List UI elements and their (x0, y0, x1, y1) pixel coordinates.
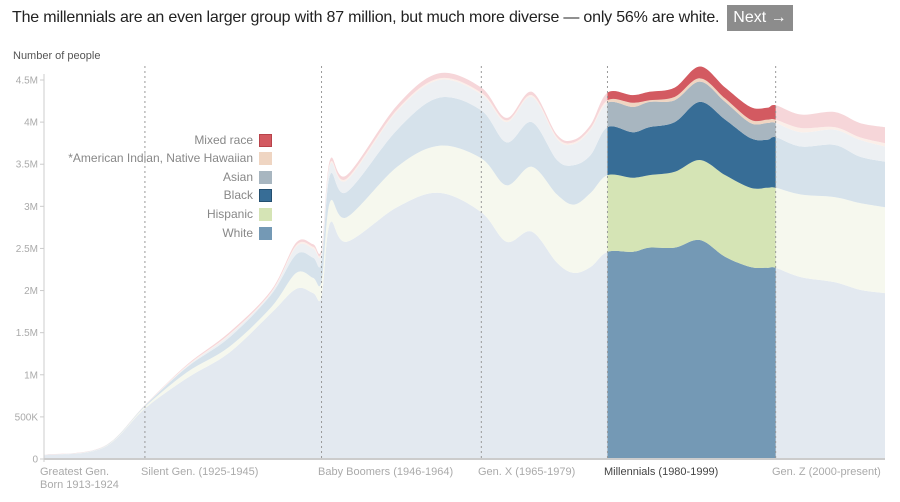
y-tick-label: 4M (24, 118, 38, 129)
area-hispanic (607, 160, 776, 269)
x-label-greatest-line2: Born 1913-1924 (40, 479, 119, 491)
y-tick-label: 2M (24, 286, 38, 297)
legend-swatch (259, 188, 272, 202)
y-tick-label: 500K (15, 412, 39, 423)
x-label-greatest: Greatest Gen. Born 1913-1924 (40, 466, 119, 492)
area-mixed-race (607, 66, 776, 122)
legend-label: White (222, 226, 253, 240)
x-label-silent: Silent Gen. (1925-1945) (141, 466, 259, 478)
legend-label: Hispanic (206, 207, 253, 221)
legend-item-mixed: Mixed race (194, 133, 272, 147)
legend-label: *American Indian, Native Hawaiian (68, 151, 253, 165)
legend-item-asian: Asian (223, 170, 272, 184)
y-tick-label: 0 (32, 455, 38, 466)
y-tick-label: 1M (24, 370, 38, 381)
area-black (607, 101, 776, 189)
legend-swatch (259, 170, 272, 184)
legend-item-hispanic: Hispanic (207, 207, 272, 221)
legend-swatch (259, 151, 272, 165)
legend-label: Mixed race (194, 133, 253, 147)
legend-item-white: White (222, 226, 272, 240)
area-asian (607, 81, 776, 141)
legend-label: Black (223, 188, 253, 202)
highlighted-layers (607, 66, 776, 459)
x-label-boomers: Baby Boomers (1946-1964) (318, 466, 454, 478)
x-label-genx: Gen. X (1965-1979) (478, 466, 576, 478)
y-tick-label: 3.5M (16, 160, 38, 171)
legend-item-aian: *American Indian, Native Hawaiian (68, 151, 272, 165)
y-tick-label: 2.5M (16, 244, 38, 255)
headline: The millennials are an even larger group… (12, 9, 720, 26)
x-label-greatest-line1: Greatest Gen. (40, 466, 110, 478)
next-button[interactable]: Next → (727, 5, 793, 31)
y-tick-label: 3M (24, 202, 38, 213)
legend-swatch (259, 133, 272, 147)
x-label-millennials: Millennials (1980-1999) (604, 466, 719, 478)
y-axis-title: Number of people (13, 50, 101, 62)
y-tick-label: 4.5M (16, 76, 38, 87)
generation-dividers (144, 66, 777, 459)
legend-swatch (259, 207, 272, 221)
legend-swatch (259, 226, 272, 240)
legend-label: Asian (222, 170, 253, 184)
x-label-genz: Gen. Z (2000-present) (772, 466, 881, 478)
area-white (607, 239, 776, 459)
legend-item-black: Black (224, 188, 272, 202)
header: The millennials are an even larger group… (12, 5, 793, 31)
y-tick-label: 1.5M (16, 328, 38, 339)
axes: 0 500K 1M 1.5M 2M 2.5M 3M 3.5M 4M 4.5M (15, 74, 885, 466)
